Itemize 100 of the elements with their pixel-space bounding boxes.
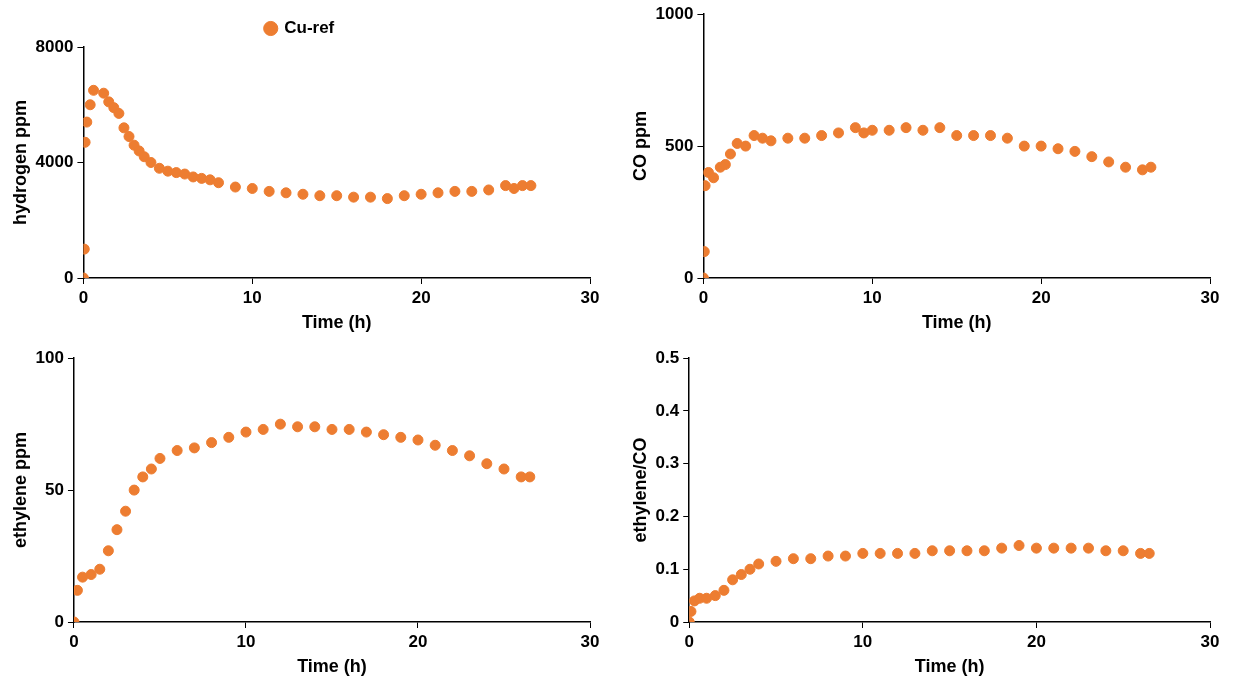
x-tick-label: 0: [698, 287, 709, 307]
point: [415, 188, 427, 200]
point: [381, 193, 393, 205]
y-axis-title: ethylene ppm: [9, 432, 30, 549]
point: [111, 524, 123, 536]
point: [951, 130, 963, 142]
point: [113, 107, 125, 119]
x-tick-label: 30: [1200, 287, 1220, 307]
y-tick-label: 500: [665, 135, 694, 155]
x-tick-label: 20: [1031, 287, 1051, 307]
point: [1117, 545, 1129, 557]
point: [900, 122, 912, 134]
point: [719, 159, 731, 171]
legend-label: Cu-ref: [284, 18, 335, 38]
point: [153, 162, 165, 174]
point: [98, 87, 110, 99]
point: [274, 418, 286, 430]
point: [1145, 161, 1157, 173]
point: [748, 130, 760, 142]
point: [395, 431, 407, 443]
point: [206, 437, 218, 449]
point: [1035, 140, 1047, 152]
point: [280, 187, 292, 199]
point: [917, 124, 929, 136]
point: [1103, 156, 1115, 168]
point: [996, 542, 1008, 554]
point: [961, 545, 973, 557]
point: [466, 185, 478, 197]
point: [718, 584, 730, 596]
y-tick-label: 0.2: [655, 506, 680, 526]
x-tick-label: 10: [862, 287, 882, 307]
point: [731, 137, 743, 149]
y-axis-title: CO ppm: [629, 111, 650, 182]
point: [378, 429, 390, 441]
x-axis-title: Time (h): [921, 312, 992, 333]
point: [978, 545, 990, 557]
point: [858, 127, 870, 139]
point: [449, 185, 461, 197]
point: [257, 423, 269, 435]
point: [1018, 140, 1030, 152]
point: [154, 452, 166, 464]
point: [213, 177, 225, 189]
point: [297, 188, 309, 200]
x-tick-label: 20: [1026, 631, 1046, 651]
y-tick-label: 0.4: [655, 400, 680, 420]
point: [360, 426, 372, 438]
point: [934, 122, 946, 134]
y-tick-label: 4000: [35, 152, 74, 172]
point: [765, 135, 777, 147]
point: [822, 550, 834, 562]
point: [137, 471, 149, 483]
y-tick-label: 50: [45, 479, 64, 499]
x-tick-label: 20: [411, 287, 431, 307]
x-tick-label: 30: [580, 631, 600, 651]
point: [770, 555, 782, 567]
point: [223, 431, 235, 443]
point: [1048, 542, 1060, 554]
point: [708, 172, 720, 184]
y-tick-label: 0.3: [655, 453, 680, 473]
x-tick-label: 30: [580, 287, 600, 307]
point: [429, 439, 441, 451]
point: [102, 545, 114, 557]
point: [309, 421, 321, 433]
point: [740, 140, 752, 152]
point: [331, 190, 343, 202]
y-tick-label: 0: [63, 267, 74, 287]
y-tick-label: 0.5: [655, 347, 680, 367]
point: [1069, 145, 1081, 157]
point: [179, 168, 191, 180]
x-tick-label: 0: [78, 287, 89, 307]
point: [229, 181, 241, 193]
x-tick-label: 30: [1200, 631, 1220, 651]
point: [839, 550, 851, 562]
point: [1001, 132, 1013, 144]
point: [246, 182, 258, 194]
point: [88, 84, 100, 96]
point: [944, 545, 956, 557]
point: [314, 190, 326, 202]
point: [481, 458, 493, 470]
point: [968, 130, 980, 142]
point: [145, 157, 157, 168]
point: [145, 463, 157, 475]
point: [984, 130, 996, 142]
point: [398, 190, 410, 202]
point: [85, 569, 97, 581]
point: [787, 553, 799, 565]
point: [128, 484, 140, 496]
y-tick-label: 8000: [35, 36, 74, 56]
x-tick-label: 10: [242, 287, 262, 307]
point: [120, 505, 132, 517]
point: [138, 151, 150, 163]
y-tick-label: 100: [35, 347, 64, 367]
point: [727, 574, 739, 586]
x-tick-label: 10: [236, 631, 256, 651]
y-axis-title: ethylene/CO: [629, 437, 650, 543]
y-axis-title: hydrogen ppm: [9, 100, 30, 225]
point: [1013, 540, 1025, 551]
y-tick-label: 0: [54, 611, 64, 631]
point: [123, 131, 135, 143]
point: [1030, 542, 1042, 554]
